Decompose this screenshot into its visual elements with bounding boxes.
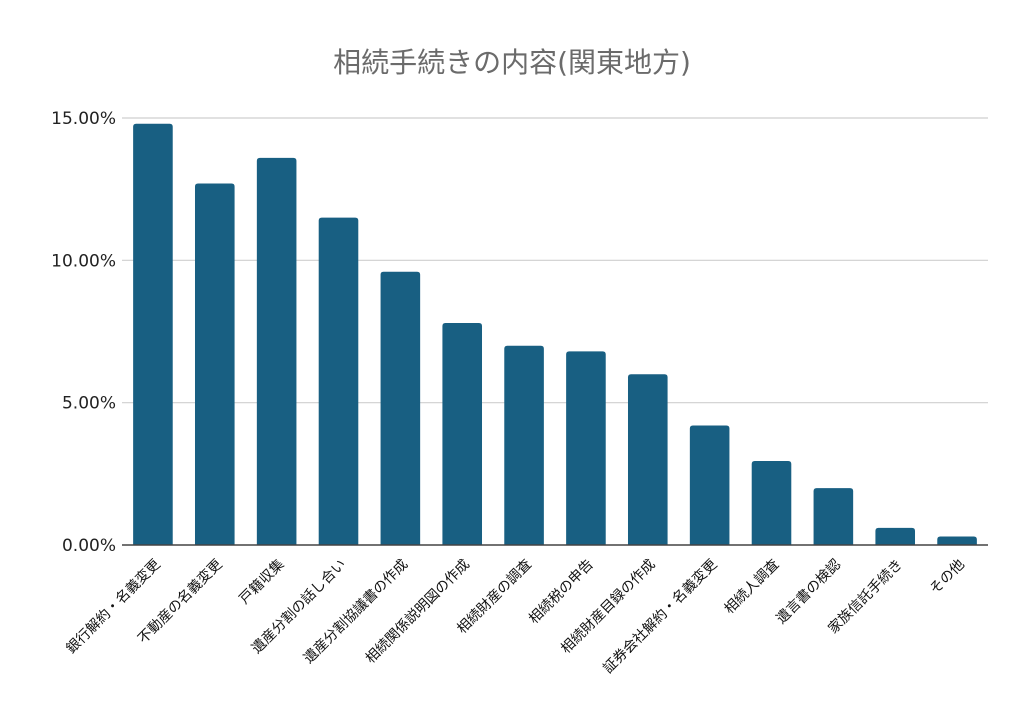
y-tick-label: 0.00% — [62, 536, 116, 556]
bar — [318, 217, 359, 545]
bar — [442, 322, 483, 545]
x-tick-label: その他 — [927, 557, 968, 598]
chart-title: 相続手続きの内容(関東地方) — [333, 46, 691, 79]
y-axis-ticks: 0.00% 5.00% 10.00% 15.00% — [51, 109, 116, 556]
bar — [751, 461, 792, 545]
x-tick-label: 相続関係説明図の作成 — [362, 556, 473, 667]
bar — [504, 345, 544, 545]
gridlines — [122, 117, 988, 404]
y-tick-label: 10.00% — [51, 251, 116, 271]
x-tick-label: 証券会社解約・名義変更 — [600, 556, 721, 677]
bars — [133, 123, 977, 546]
bar — [875, 527, 916, 545]
bar — [937, 536, 977, 545]
bar — [133, 123, 173, 546]
bar — [194, 183, 235, 545]
bar — [566, 351, 606, 545]
bar — [627, 374, 668, 545]
x-tick-label: 相続人調査 — [721, 556, 783, 618]
bar — [380, 271, 421, 545]
bar — [256, 157, 297, 545]
bar — [689, 425, 730, 545]
y-tick-label: 15.00% — [51, 109, 116, 129]
y-tick-label: 5.00% — [62, 394, 116, 414]
bar — [813, 488, 854, 545]
x-tick-label: 遺産分割協議書の作成 — [300, 556, 411, 667]
x-tick-label: 戸籍収集 — [236, 556, 288, 608]
